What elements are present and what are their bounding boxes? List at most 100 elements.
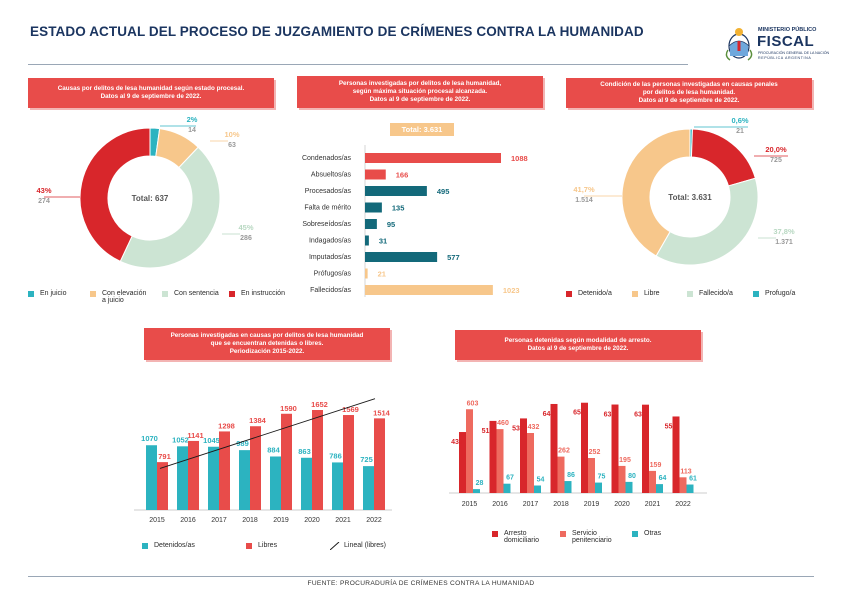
- category-label: 2021: [645, 501, 661, 508]
- legend-swatch: [90, 291, 96, 297]
- legend-label: Libre: [644, 290, 660, 297]
- bar-value-label: 637: [604, 412, 616, 419]
- category-label: Sobreseídos/as: [302, 221, 351, 228]
- category-label: Falta de mérito: [304, 205, 351, 212]
- bar-value-label: 1298: [218, 421, 235, 430]
- bar-value-label: 636: [634, 412, 646, 419]
- logo-line4: REPÚBLICA ARGENTINA: [758, 56, 812, 60]
- bar-value-label: 519: [482, 428, 494, 435]
- bar: [365, 169, 386, 180]
- slice-percent-label: 20,0%: [765, 145, 787, 154]
- bar: [527, 433, 534, 493]
- legend-item: Profugo/a: [753, 290, 795, 297]
- chart3-title-line: Condición de las personas investigadas e…: [600, 81, 778, 88]
- bar-value-label: 1590: [280, 404, 297, 413]
- category-label: 2021: [335, 517, 351, 524]
- bar-value-label: 1652: [311, 400, 328, 409]
- category-label: Condenados/as: [302, 155, 352, 162]
- bar-value-label: 725: [360, 455, 373, 464]
- bar-value-label: 135: [392, 204, 405, 213]
- chart2-bar-chart: Condenados/as 1088 Absueltos/as 166 Procesad…: [302, 145, 528, 297]
- donut-slice: [119, 146, 221, 269]
- bar: [642, 404, 649, 493]
- bar-value-label: 54: [537, 477, 545, 484]
- bar-value-label: 195: [619, 457, 631, 464]
- title-divider: [28, 64, 688, 65]
- bar-value-label: 159: [650, 462, 662, 469]
- bar: [365, 285, 493, 295]
- bar: [466, 409, 473, 493]
- category-label: 2017: [211, 517, 227, 524]
- bar-value-label: 603: [467, 400, 479, 407]
- chart1-title-line: Datos al 9 de septiembre de 2022.: [100, 93, 202, 100]
- bar: [564, 481, 572, 493]
- chart3-title-line: Datos al 9 de septiembre de 2022.: [638, 97, 740, 104]
- slice-value-label: 21: [736, 128, 744, 135]
- bar: [611, 404, 619, 493]
- slice-percent-label: 41,7%: [573, 185, 595, 194]
- bar-value-label: 786: [329, 451, 342, 460]
- argentine-coat-of-arms-icon: [725, 28, 753, 61]
- donut-slice: [690, 128, 756, 187]
- legend-item: En juicio: [28, 290, 66, 297]
- bar: [656, 484, 663, 493]
- slice-value-label: 14: [188, 127, 196, 134]
- slice-value-label: 286: [240, 235, 252, 242]
- chart1-title-banner: Causas por delitos de lesa humanidad seg…: [28, 78, 274, 108]
- bar: [550, 403, 558, 493]
- trendline: [159, 398, 376, 469]
- footer: FUENTE: PROCURADURÍA DE CRÍMENES CONTRA …: [0, 572, 842, 590]
- legend-item: Detenidos/as: [142, 542, 195, 549]
- bar-value-label: 551: [665, 423, 677, 430]
- category-label: Fallecidos/as: [310, 287, 351, 294]
- bar: [625, 481, 633, 493]
- category-label: 2020: [304, 517, 320, 524]
- category-label: 2016: [492, 501, 508, 508]
- bar: [520, 418, 527, 493]
- bar: [363, 466, 374, 510]
- slice-value-label: 1.514: [575, 197, 593, 204]
- bar: [239, 450, 250, 510]
- legend-label: Fallecido/a: [699, 290, 733, 297]
- bar: [312, 410, 323, 510]
- bar-value-label: 439: [451, 439, 463, 446]
- chart5-title-line: Datos al 9 de septiembre de 2022.: [527, 345, 629, 352]
- legend-item: Lineal (libres): [330, 542, 386, 550]
- bar-value-label: 21: [378, 270, 386, 279]
- category-label: 2015: [149, 517, 165, 524]
- chart1-title-line: Causas por delitos de lesa humanidad seg…: [57, 85, 245, 92]
- bar-value-label: 95: [387, 220, 395, 229]
- bar-value-label: 262: [558, 448, 570, 455]
- legend-item: Con elevación a juicio: [90, 290, 146, 304]
- bar: [365, 252, 438, 262]
- category-label: Absueltos/as: [311, 172, 352, 179]
- category-label: 2019: [584, 501, 600, 508]
- bar: [473, 489, 480, 493]
- trendline-swatch: [330, 542, 340, 550]
- chart3-title-line: por delitos de lesa humanidad.: [642, 89, 736, 96]
- bar: [365, 268, 368, 279]
- bar: [649, 470, 656, 493]
- legend-swatch: [632, 291, 638, 297]
- bar-value-label: 989: [236, 439, 249, 448]
- category-label: 2022: [675, 501, 691, 508]
- legend-label: En instrucción: [241, 290, 285, 297]
- chart2-title-line: Datos al 9 de septiembre de 2022.: [369, 96, 471, 103]
- category-label: 2019: [273, 517, 289, 524]
- bar-value-label: 28: [476, 480, 484, 487]
- bar: [365, 202, 382, 213]
- legend-item: En instrucción: [229, 290, 285, 297]
- page-title: ESTADO ACTUAL DEL PROCESO DE JUZGAMIENTO…: [30, 24, 644, 39]
- bar: [686, 484, 694, 493]
- bar-value-label: 1384: [249, 416, 267, 425]
- legend-label: Otras: [644, 530, 662, 537]
- category-label: Indagados/as: [309, 238, 352, 245]
- bar: [672, 416, 680, 493]
- chart2-title-line: según máxima situación procesal alcanzad…: [352, 88, 488, 95]
- legend-swatch: [492, 531, 498, 537]
- category-label: 2018: [553, 501, 569, 508]
- bar-value-label: 252: [589, 449, 601, 456]
- bar: [365, 153, 501, 163]
- chart4-title-banner: Personas investigadas en causas por deli…: [144, 328, 390, 360]
